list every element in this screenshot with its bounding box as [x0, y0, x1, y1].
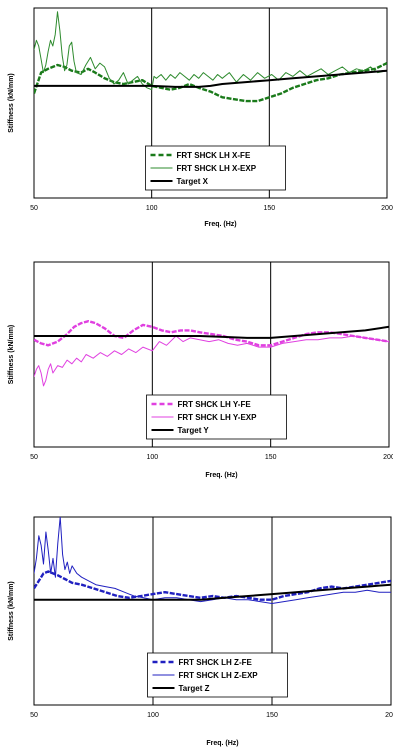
- x-tick-label: 200: [381, 205, 393, 212]
- x-tick-label: 150: [266, 712, 278, 719]
- legend-label: FRT SHCK LH X-EXP: [177, 164, 257, 173]
- series-line-3: [34, 69, 387, 88]
- series-line-2: [34, 335, 389, 387]
- y-axis-label: Stiffness (kN/mm): [8, 73, 15, 133]
- y-axis-label: Stiffness (kN/mm): [8, 581, 15, 641]
- legend-label: FRT SHCK LH Z-FE: [179, 658, 253, 667]
- legend-label: FRT SHCK LH Y-FE: [178, 400, 252, 409]
- series-line-2: [34, 517, 391, 604]
- x-tick-label: 50: [30, 454, 38, 461]
- x-tick-label: 100: [146, 205, 158, 212]
- x-tick-label: 200: [383, 454, 393, 461]
- y-axis-label: Stiffness (kN/mm): [8, 325, 15, 385]
- series-group: [34, 517, 391, 604]
- x-tick-label: 150: [265, 454, 277, 461]
- chart-panel-1: 50 100 150 200 Freq. (Hz) Stiffness (kN/mm) FR…: [8, 7, 393, 228]
- x-axis-label: Freq. (Hz): [206, 740, 238, 747]
- x-axis-label: Freq. (Hz): [205, 472, 237, 479]
- legend-label: FRT SHCK LH X-FE: [177, 151, 251, 160]
- series-line-1: [34, 570, 391, 601]
- legend-label: Target Y: [178, 426, 210, 435]
- series-line-1: [34, 320, 389, 347]
- series-line-3: [34, 583, 391, 601]
- x-tick-label: 100: [146, 454, 158, 461]
- x-tick-label: 100: [147, 712, 159, 719]
- chart-panel-3: 50 100 150 200 Freq. (Hz) Stiffness (kN/mm) FR…: [8, 516, 393, 747]
- legend-label: Target X: [177, 177, 209, 186]
- x-tick-label: 150: [263, 205, 275, 212]
- x-tick-label: 50: [30, 712, 38, 719]
- series-group: [34, 320, 389, 387]
- series-group: [34, 11, 387, 103]
- x-axis-label: Freq. (Hz): [204, 221, 236, 228]
- legend-label: FRT SHCK LH Y-EXP: [178, 413, 258, 422]
- chart-panel-2: 50 100 150 200 Freq. (Hz) Stiffness (kN/mm) FR…: [8, 261, 393, 479]
- legend-label: FRT SHCK LH Z-EXP: [179, 671, 259, 680]
- series-line-2: [34, 11, 387, 91]
- x-tick-label: 50: [30, 205, 38, 212]
- legend: FRT SHCK LH X-FE FRT SHCK LH X-EXP Target …: [145, 145, 286, 191]
- legend: FRT SHCK LH Z-FE FRT SHCK LH Z-EXP Target …: [147, 652, 288, 698]
- series-line-3: [34, 325, 389, 339]
- x-tick-label: 200: [385, 712, 393, 719]
- legend-label: Target Z: [179, 684, 210, 693]
- legend: FRT SHCK LH Y-FE FRT SHCK LH Y-EXP Target …: [146, 394, 287, 440]
